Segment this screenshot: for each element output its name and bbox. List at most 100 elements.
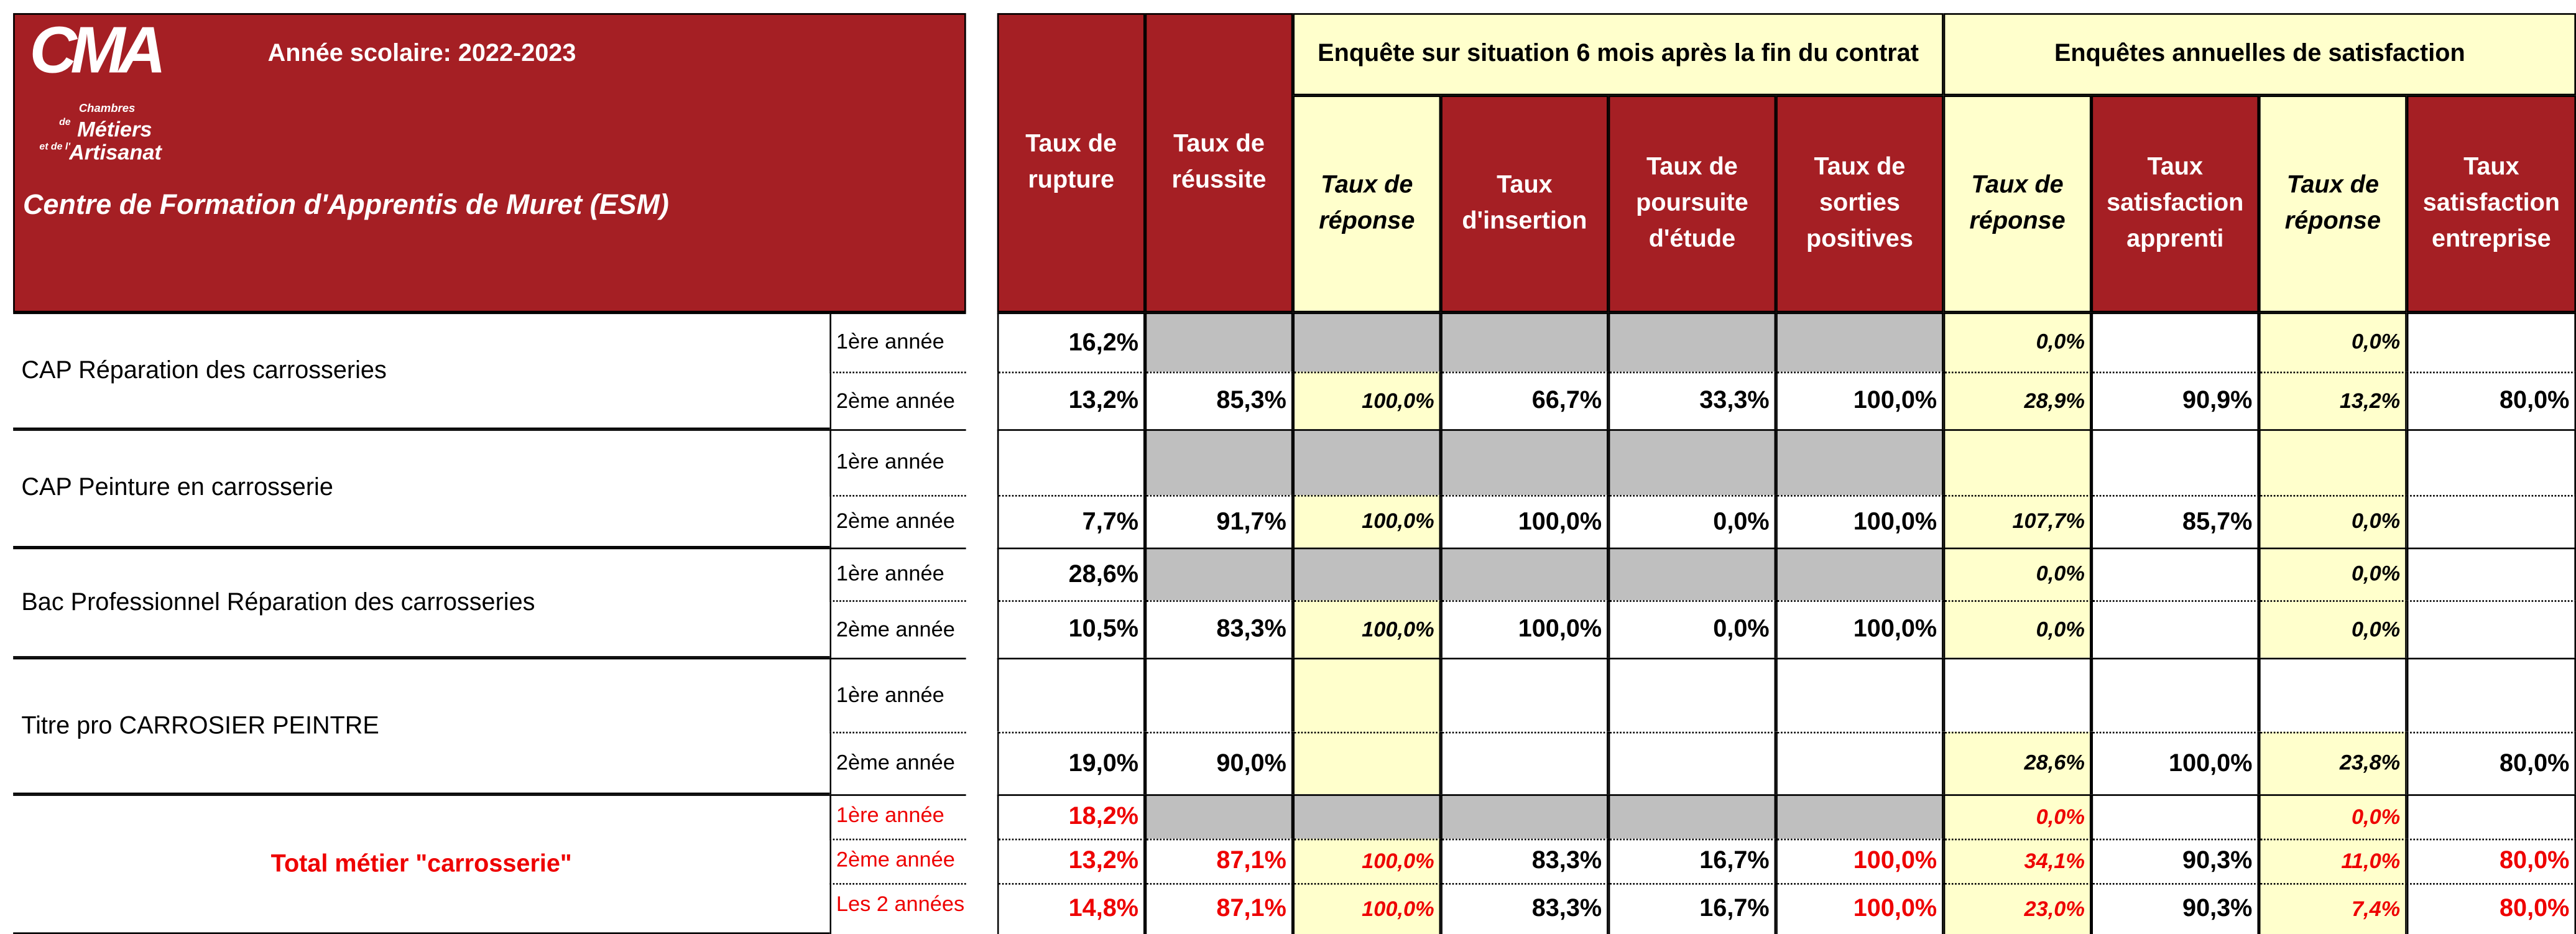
group-header: Enquête sur situation 6 mois après la fi… — [1293, 13, 1944, 96]
row-label: CAP Peinture en carrosserie — [13, 429, 830, 548]
data-cell: 100,0% — [1776, 600, 1944, 658]
data-cell: 0,0% — [2259, 494, 2407, 548]
data-cell — [2406, 794, 2576, 839]
logo-text: Chambres — [78, 103, 136, 116]
data-cell: 100,0% — [2091, 731, 2260, 795]
data-cell — [1145, 547, 1293, 601]
data-cell: 90,3% — [2091, 838, 2260, 884]
data-cell: 100,0% — [1441, 600, 1609, 658]
data-cell — [2091, 547, 2260, 601]
data-cell: 28,6% — [997, 547, 1145, 601]
row-label: Total métier "carrosserie" — [13, 794, 830, 934]
column-header: Taux de sorties positives — [1776, 95, 1944, 313]
year-label: 2ème année — [829, 838, 966, 884]
data-cell: 90,9% — [2091, 371, 2260, 430]
data-cell: 7,7% — [997, 494, 1145, 548]
data-cell — [2259, 429, 2407, 495]
data-cell — [1608, 657, 1776, 732]
data-cell: 16,7% — [1608, 883, 1776, 934]
year-label: 1ère année — [829, 429, 966, 495]
data-cell: 28,6% — [1943, 731, 2092, 795]
logo-text: et de l' — [39, 143, 70, 153]
data-cell: 85,3% — [1145, 371, 1293, 430]
data-cell — [2091, 600, 2260, 658]
data-cell — [1608, 312, 1776, 372]
data-cell — [1145, 657, 1293, 732]
data-cell — [1776, 731, 1944, 795]
data-cell — [1776, 429, 1944, 495]
year-label: 2ème année — [829, 731, 966, 795]
data-cell — [1441, 547, 1609, 601]
data-cell: 100,0% — [1776, 838, 1944, 884]
data-cell: 100,0% — [1293, 838, 1441, 884]
data-cell — [1293, 731, 1441, 795]
data-cell — [1293, 312, 1441, 372]
year-label: 1ère année — [829, 794, 966, 839]
data-cell: 0,0% — [1943, 547, 2092, 601]
data-cell: 0,0% — [1943, 312, 2092, 372]
data-cell: 23,0% — [1943, 883, 2092, 934]
data-cell — [1145, 312, 1293, 372]
data-cell: 0,0% — [2259, 312, 2407, 372]
data-cell: 80,0% — [2406, 371, 2576, 430]
data-cell: 0,0% — [2259, 547, 2407, 601]
data-cell — [1145, 429, 1293, 495]
data-cell — [2406, 657, 2576, 732]
school-year: Année scolaire: 2022-2023 — [267, 39, 576, 68]
row-label: CAP Réparation des carrosseries — [13, 312, 830, 430]
data-cell: 66,7% — [1441, 371, 1609, 430]
data-cell — [2406, 429, 2576, 495]
header-bg — [13, 13, 966, 313]
data-cell: 100,0% — [1293, 494, 1441, 548]
column-header: Taux de rupture — [997, 13, 1145, 313]
logo-text: Artisanat — [68, 139, 162, 165]
data-cell — [1293, 429, 1441, 495]
row-label: Bac Professionnel Réparation des carross… — [13, 547, 830, 658]
column-header: Taux de réponse — [1943, 95, 2092, 313]
data-cell — [997, 657, 1145, 732]
data-cell: 16,7% — [1608, 838, 1776, 884]
data-cell: 100,0% — [1776, 494, 1944, 548]
column-header: Taux de réponse — [1293, 95, 1441, 313]
data-cell — [1293, 794, 1441, 839]
data-cell — [2406, 312, 2576, 372]
data-cell: 16,2% — [997, 312, 1145, 372]
data-cell: 18,2% — [997, 794, 1145, 839]
data-cell: 100,0% — [1776, 883, 1944, 934]
group-header: Enquêtes annuelles de satisfaction — [1943, 13, 2576, 96]
data-cell: 11,0% — [2259, 838, 2407, 884]
data-cell — [1943, 429, 2092, 495]
data-cell: 13,2% — [997, 838, 1145, 884]
data-cell: 83,3% — [1441, 883, 1609, 934]
data-cell: 10,5% — [997, 600, 1145, 658]
year-label: 2ème année — [829, 600, 966, 658]
column-header: Taux de réussite — [1145, 13, 1293, 313]
data-cell: 91,7% — [1145, 494, 1293, 548]
data-cell — [2406, 600, 2576, 658]
data-cell: 28,9% — [1943, 371, 2092, 430]
data-cell: 7,4% — [2259, 883, 2407, 934]
data-cell — [1441, 657, 1609, 732]
data-cell — [2259, 657, 2407, 732]
data-cell: 107,7% — [1943, 494, 2092, 548]
data-cell — [1776, 547, 1944, 601]
column-header: Taux d'insertion — [1441, 95, 1609, 313]
data-cell — [2091, 794, 2260, 839]
row-label: Titre pro CARROSIER PEINTRE — [13, 657, 830, 795]
data-cell: 0,0% — [1608, 494, 1776, 548]
column-header: Taux de réponse — [2259, 95, 2407, 313]
data-cell: 80,0% — [2406, 883, 2576, 934]
data-cell: 80,0% — [2406, 731, 2576, 795]
data-cell: 80,0% — [2406, 838, 2576, 884]
logo-text: de — [59, 118, 71, 129]
data-cell — [997, 429, 1145, 495]
data-cell — [1776, 312, 1944, 372]
data-cell: 0,0% — [1943, 794, 2092, 839]
data-cell — [1608, 429, 1776, 495]
data-cell — [1293, 547, 1441, 601]
column-header: Taux de poursuite d'étude — [1608, 95, 1776, 313]
data-cell — [1145, 794, 1293, 839]
data-cell: 90,0% — [1145, 731, 1293, 795]
logo-text: Métiers — [77, 116, 152, 142]
year-label: 2ème année — [829, 371, 966, 430]
